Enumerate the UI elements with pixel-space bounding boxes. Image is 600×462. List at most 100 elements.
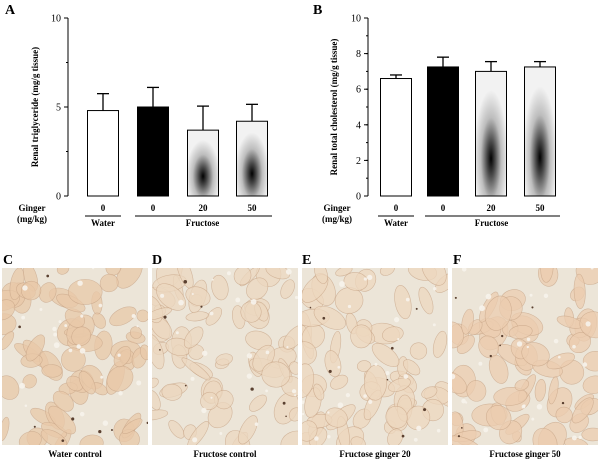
nucleus-dot (501, 334, 504, 338)
lumen-spot (327, 435, 331, 439)
nucleus-dot (386, 378, 389, 381)
lumen-spot (302, 412, 305, 416)
group-label-fructose: Fructose (186, 218, 220, 228)
lumen-spot (536, 404, 543, 410)
tubule-cell (61, 347, 86, 372)
tubule-cell (40, 429, 68, 445)
lumen-spot (209, 311, 214, 316)
tubule-cell (573, 273, 586, 309)
ginger-unit-label: (mg/kg) (17, 214, 47, 224)
lumen-spot (485, 293, 492, 300)
lumen-spot (590, 268, 594, 270)
lumen-spot (529, 293, 533, 297)
lumen-spot (526, 337, 531, 342)
tubule-cell (280, 430, 298, 445)
tubule-cell (116, 268, 143, 289)
lumen-spot (80, 314, 84, 318)
tubule-cell (78, 370, 96, 395)
tubule-cell (136, 309, 148, 323)
tubule-cell (302, 420, 318, 442)
bar (475, 70, 507, 197)
lumen-spot (543, 293, 549, 299)
tubule-cell (540, 268, 554, 283)
tubule-cell (493, 387, 528, 406)
tubule-cell (582, 351, 598, 372)
tubule-cell (579, 311, 598, 339)
lumen-spot (483, 427, 489, 433)
lumen-spot (192, 437, 198, 443)
tubule-cell (2, 331, 15, 350)
lumen-spot (52, 326, 57, 332)
tubule-cell (187, 421, 210, 445)
lumen-spot (363, 277, 367, 281)
lumen-spot (254, 422, 259, 427)
lumen-spot (452, 373, 456, 380)
tubule-cell (261, 361, 291, 388)
group-label-fructose: Fructose (475, 218, 509, 228)
tubule-cell (484, 295, 512, 331)
dose-label: 50 (248, 203, 258, 213)
tubule-cell (168, 420, 185, 439)
tubule-cell (56, 268, 70, 275)
lumen-spot (286, 345, 289, 349)
tubule-cell (452, 370, 468, 394)
lumen-spot (246, 373, 253, 379)
lumen-spot (246, 353, 253, 359)
tubule-cell (385, 405, 408, 429)
tubule-cell (514, 379, 530, 391)
y-tick-label: 10 (351, 14, 361, 25)
lumen-spot (285, 268, 292, 275)
lumen-spot (53, 342, 60, 349)
tubule-cell (181, 357, 211, 381)
lumen-spot (397, 337, 400, 341)
y-tick-label: 4 (356, 120, 361, 131)
lumen-spot (39, 308, 43, 312)
nucleus-dot (454, 296, 457, 299)
tubule-cell (139, 344, 148, 361)
nucleus-dot (461, 427, 463, 429)
tubule-cell (532, 427, 558, 445)
tubule-cell (205, 307, 223, 326)
lumen-spot (58, 320, 62, 324)
lumen-spot (53, 332, 58, 337)
lumen-spot (235, 297, 241, 303)
nucleus-dot (282, 401, 286, 405)
tubule-cell (79, 434, 104, 445)
lumen-spot (405, 297, 410, 302)
lumen-spot (461, 268, 467, 272)
lumen-spot (175, 331, 179, 335)
tubule-cell (313, 383, 325, 401)
micrograph-water-control (2, 268, 148, 445)
lumen-spot (585, 321, 591, 327)
tubule-cell (280, 279, 295, 299)
tubule-cell (185, 311, 209, 322)
bar (187, 129, 219, 197)
lumen-spot (136, 325, 139, 328)
chart-b: 0 2 4 6 8 10 Renal total cholesterol (mg/g tis… (322, 14, 560, 228)
tubule-cell (152, 409, 169, 421)
tubule-cell (121, 418, 143, 434)
lumen-spot (327, 411, 330, 414)
lumen-spot (516, 341, 523, 347)
nucleus-dot (423, 408, 427, 412)
y-tick-label: 8 (356, 49, 361, 60)
nucleus-dot (110, 429, 113, 431)
lumen-spot (24, 404, 28, 407)
lumen-spot (102, 420, 109, 426)
tubule-cell (534, 379, 547, 402)
charts-area: A 0 5 10 Renal triglyceride (mg/g tissue) Gi… (5, 3, 560, 228)
nucleus-dot (71, 417, 75, 421)
nucleus-dot (489, 354, 492, 358)
tubule-cell (18, 431, 42, 445)
tubule-cell (350, 436, 366, 445)
nucleus-dot (146, 421, 148, 424)
tubule-cell (387, 428, 403, 445)
lumen-spot (436, 428, 441, 433)
lumen-spot (250, 298, 257, 305)
bar (524, 66, 556, 197)
nucleus-dot (183, 279, 188, 284)
tubule-cell (571, 397, 594, 424)
bar (87, 110, 119, 197)
tubule-cell (508, 325, 533, 340)
lumen-spot (265, 350, 270, 355)
